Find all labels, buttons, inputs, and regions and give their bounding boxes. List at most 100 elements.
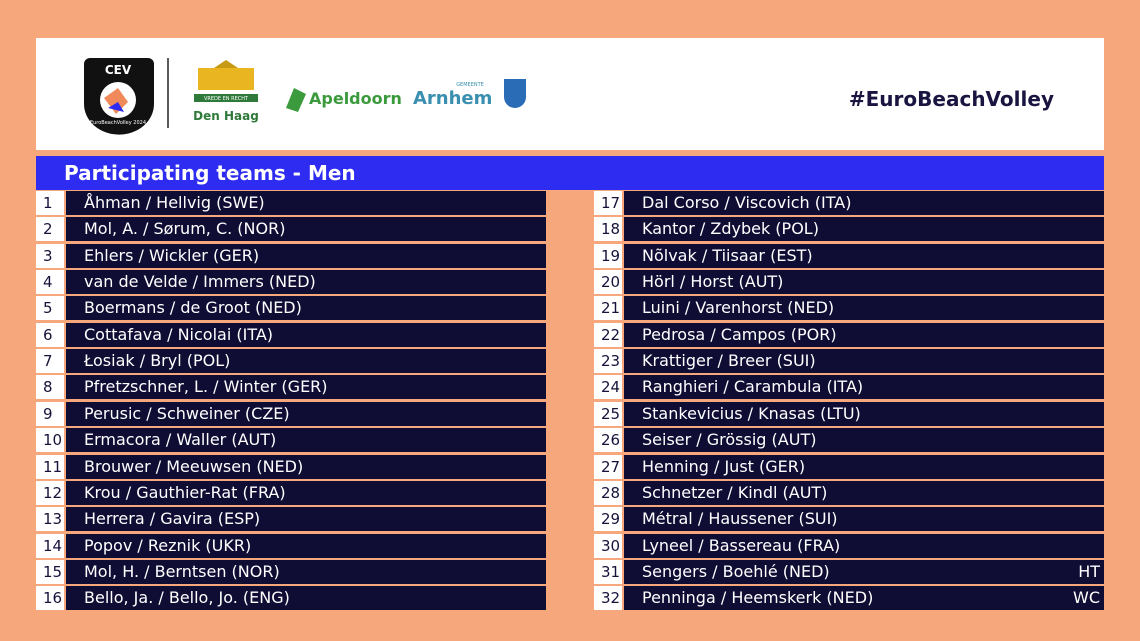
team-number: 23 [594,349,622,374]
team-row: Cottafava / Nicolai (ITA) [66,322,546,347]
team-row: Kantor / Zdybek (POL) [624,217,1104,242]
team-name: Mol, H. / Berntsen (NOR) [84,561,280,581]
team-row: Åhman / Hellvig (SWE) [66,191,546,215]
den-haag-crest [198,68,254,90]
team-name: Krou / Gauthier-Rat (FRA) [84,482,286,502]
team-number: 30 [594,533,622,558]
team-row: Ermacora / Waller (AUT) [66,428,546,453]
team-row: Ehlers / Wickler (GER) [66,243,546,268]
team-row: Perusic / Schweiner (CZE) [66,401,546,426]
team-row: Pfretzschner, L. / Winter (GER) [66,375,546,400]
team-name: Mol, A. / Sørum, C. (NOR) [84,219,286,239]
team-row: Bello, Ja. / Bello, Jo. (ENG) [66,586,546,611]
team-number: 6 [36,322,64,347]
team-name: Lyneel / Bassereau (FRA) [642,535,841,555]
den-haag-text: Den Haag [193,109,259,123]
team-number: 25 [594,401,622,426]
title: Participating teams - Men [64,161,356,185]
team-number: 22 [594,322,622,347]
team-name: Ehlers / Wickler (GER) [84,245,260,265]
team-row: Nõlvak / Tiisaar (EST) [624,243,1104,268]
team-row: Seiser / Grössig (AUT) [624,428,1104,453]
team-name: Métral / Haussener (SUI) [642,509,838,529]
team-number: 31 [594,559,622,584]
team-row: Brouwer / Meeuwsen (NED) [66,454,546,479]
team-row: Krou / Gauthier-Rat (FRA) [66,480,546,505]
team-name: Hörl / Horst (AUT) [642,272,784,292]
team-row: Mol, H. / Berntsen (NOR) [66,559,546,584]
team-name: Nõlvak / Tiisaar (EST) [642,245,813,265]
team-name: Henning / Just (GER) [642,456,806,476]
team-name: Brouwer / Meeuwsen (NED) [84,456,304,476]
cev-shape [104,88,128,114]
team-number: 24 [594,375,622,400]
team-number: 17 [594,191,622,215]
team-number: 11 [36,454,64,479]
team-row: Łosiak / Bryl (POL) [66,349,546,374]
team-name: Pedrosa / Campos (POR) [642,324,837,344]
apeldoorn-text: Apeldoorn [309,89,402,108]
den-haag-motto: VREDE EN RECHT [204,96,249,102]
team-number: 5 [36,296,64,321]
team-name: Herrera / Gavira (ESP) [84,509,261,529]
team-name: Perusic / Schweiner (CZE) [84,403,290,423]
team-name: Dal Corso / Viscovich (ITA) [642,193,852,212]
team-number: 16 [36,586,64,611]
team-name: Kantor / Zdybek (POL) [642,219,819,239]
arnhem-text: Arnhem [413,88,492,109]
team-number: 3 [36,243,64,268]
team-row: Sengers / Boehlé (NED) HT [624,559,1104,584]
team-name: Ermacora / Waller (AUT) [84,430,277,450]
team-number: 29 [594,507,622,532]
team-row: Krattiger / Breer (SUI) [624,349,1104,374]
apeldoorn-leaf [286,88,306,112]
team-number: 13 [36,507,64,532]
team-number: 26 [594,428,622,453]
team-row: Pedrosa / Campos (POR) [624,322,1104,347]
team-name: Boermans / de Groot (NED) [84,298,302,318]
den-haag-band [194,94,258,102]
arnhem-top: GEMEENTE [456,82,484,88]
team-name: Łosiak / Bryl (POL) [84,351,231,371]
team-row: Schnetzer / Kindl (AUT) [624,480,1104,505]
team-name: Cottafava / Nicolai (ITA) [84,324,274,344]
team-row: Herrera / Gavira (ESP) [66,507,546,532]
team-name: van de Velde / Immers (NED) [84,272,316,292]
team-number: 18 [594,217,622,242]
team-number: 4 [36,270,64,295]
team-name: Popov / Reznik (UKR) [84,535,252,555]
cev-sub: EuroBeachVolley 2024 [90,120,146,126]
team-row: van de Velde / Immers (NED) [66,270,546,295]
team-row: Métral / Haussener (SUI) [624,507,1104,532]
team-number: 1 [36,191,64,215]
team-name: Schnetzer / Kindl (AUT) [642,482,828,502]
team-number: 12 [36,480,64,505]
team-number: 28 [594,480,622,505]
title-bar: Participating teams - Men [36,156,1104,190]
team-number: 27 [594,454,622,479]
team-name: Penninga / Heemskerk (NED) [642,588,874,608]
team-number: 32 [594,586,622,611]
team-row: Hörl / Horst (AUT) [624,270,1104,295]
team-row: Mol, A. / Sørum, C. (NOR) [66,217,546,242]
team-row: Ranghieri / Carambula (ITA) [624,375,1104,400]
team-name: Åhman / Hellvig (SWE) [84,193,265,212]
team-row: Dal Corso / Viscovich (ITA) [624,191,1104,215]
team-number: 10 [36,428,64,453]
hashtag: #EuroBeachVolley [848,87,1054,111]
team-name: Ranghieri / Carambula (ITA) [642,377,864,397]
team-number: 15 [36,559,64,584]
team-row: Henning / Just (GER) [624,454,1104,479]
header-card: CEV EuroBeachVolley 2024 VREDE EN RECHT … [36,38,1104,150]
team-tag: WC [1073,588,1100,608]
team-number: 14 [36,533,64,558]
team-number: 19 [594,243,622,268]
team-row: Stankevicius / Knasas (LTU) [624,401,1104,426]
team-name: Seiser / Grössig (AUT) [642,430,817,450]
team-row: Boermans / de Groot (NED) [66,296,546,321]
team-number: 2 [36,217,64,242]
logos: CEV EuroBeachVolley 2024 VREDE EN RECHT … [84,58,526,135]
team-row: Popov / Reznik (UKR) [66,533,546,558]
team-name: Sengers / Boehlé (NED) [642,561,830,581]
